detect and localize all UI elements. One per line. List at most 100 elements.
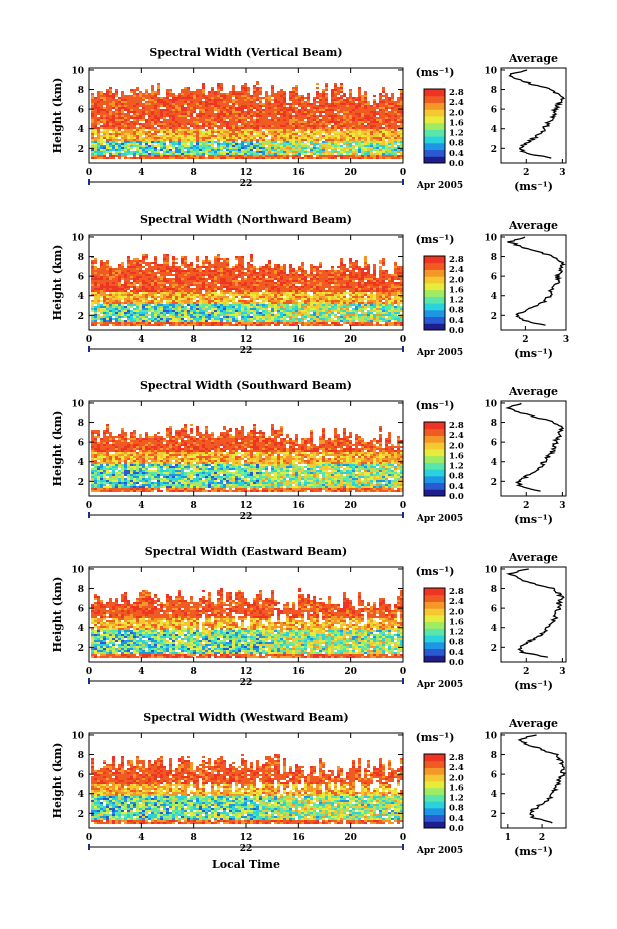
heatmap-cell [118,153,121,155]
heatmap-cell [145,105,148,107]
heatmap-cell [352,155,355,157]
heatmap-cell [313,153,316,155]
heatmap-cell [379,115,382,117]
heatmap-cell [346,133,349,135]
heatmap-cell [214,95,217,97]
heatmap-cell [187,310,190,312]
heatmap-cell [253,151,256,153]
heatmap-cell [196,260,199,262]
heatmap-cell [142,306,145,308]
heatmap-cell [232,137,235,139]
heatmap-cell [196,286,199,288]
heatmap-cell [109,314,112,316]
heatmap-cell [136,264,139,266]
heatmap-cell [205,278,208,280]
heatmap-cell [148,117,151,119]
heatmap-cell [268,101,271,103]
heatmap-cell [133,91,136,93]
heatmap-cell [397,97,400,99]
heatmap-cell [202,298,205,300]
heatmap-cell [106,260,109,262]
heatmap-cell [127,129,130,131]
heatmap-cell [190,272,193,274]
heatmap-cell [397,135,400,137]
heatmap-cell [148,302,151,304]
heatmap-cell [205,129,208,131]
heatmap-cell [217,141,220,143]
heatmap-cell [313,101,316,103]
heatmap-cell [301,117,304,119]
heatmap-cell [178,127,181,129]
heatmap-cell [319,111,322,113]
heatmap-cell [214,125,217,127]
heatmap-cell [397,137,400,139]
heatmap-cell [121,131,124,133]
heatmap-cell [346,131,349,133]
heatmap-cell [172,260,175,262]
heatmap-cell [103,155,106,157]
heatmap-cell [175,129,178,131]
heatmap-cell [349,133,352,135]
heatmap-cell [364,153,367,155]
heatmap-cell [331,91,334,93]
heatmap-cell [127,113,130,115]
heatmap-cell [226,310,229,312]
heatmap-cell [316,131,319,133]
heatmap-cell [322,157,325,159]
heatmap-cell [286,153,289,155]
heatmap-cell [175,274,178,276]
heatmap-cell [184,276,187,278]
heatmap-cell [361,151,364,153]
heatmap-cell [298,143,301,145]
heatmap-cell [331,115,334,117]
heatmap-cell [232,85,235,87]
heatmap-cell [229,300,232,302]
heatmap-cell [304,139,307,141]
heatmap-cell [223,308,226,310]
heatmap-cell [151,282,154,284]
heatmap-cell [226,320,229,322]
heatmap-cell [163,260,166,262]
heatmap-cell [142,296,145,298]
heatmap-cell [247,131,250,133]
heatmap-cell [340,101,343,103]
heatmap-cell [304,97,307,99]
heatmap-cell [136,270,139,272]
heatmap-cell [238,95,241,97]
heatmap-cell [379,97,382,99]
heatmap-cell [259,149,262,151]
heatmap-cell [184,260,187,262]
heatmap-cell [235,109,238,111]
heatmap-cell [298,95,301,97]
heatmap-cell [124,99,127,101]
heatmap-cell [205,274,208,276]
heatmap-cell [379,127,382,129]
heatmap-cell [181,270,184,272]
heatmap-cell [130,121,133,123]
heatmap-cell [133,135,136,137]
heatmap-cell [109,308,112,310]
heatmap-cell [394,117,397,119]
heatmap-cell [157,109,160,111]
heatmap-cell [124,97,127,99]
heatmap-cell [208,103,211,105]
heatmap-cell [97,296,100,298]
heatmap-cell [238,129,241,131]
heatmap-cell [163,258,166,260]
heatmap-cell [340,95,343,97]
heatmap-cell [400,125,403,127]
heatmap-cell [247,121,250,123]
heatmap-cell [211,115,214,117]
heatmap-cell [328,133,331,135]
heatmap-cell [154,151,157,153]
heatmap-cell [289,131,292,133]
average-x-tick-label: 3 [559,168,565,178]
heatmap-cell [292,125,295,127]
heatmap-cell [103,322,106,324]
heatmap-cell [319,125,322,127]
heatmap-cell [145,274,148,276]
heatmap-cell [175,109,178,111]
heatmap-cell [367,119,370,121]
heatmap-cell [343,123,346,125]
heatmap-cell [373,129,376,131]
